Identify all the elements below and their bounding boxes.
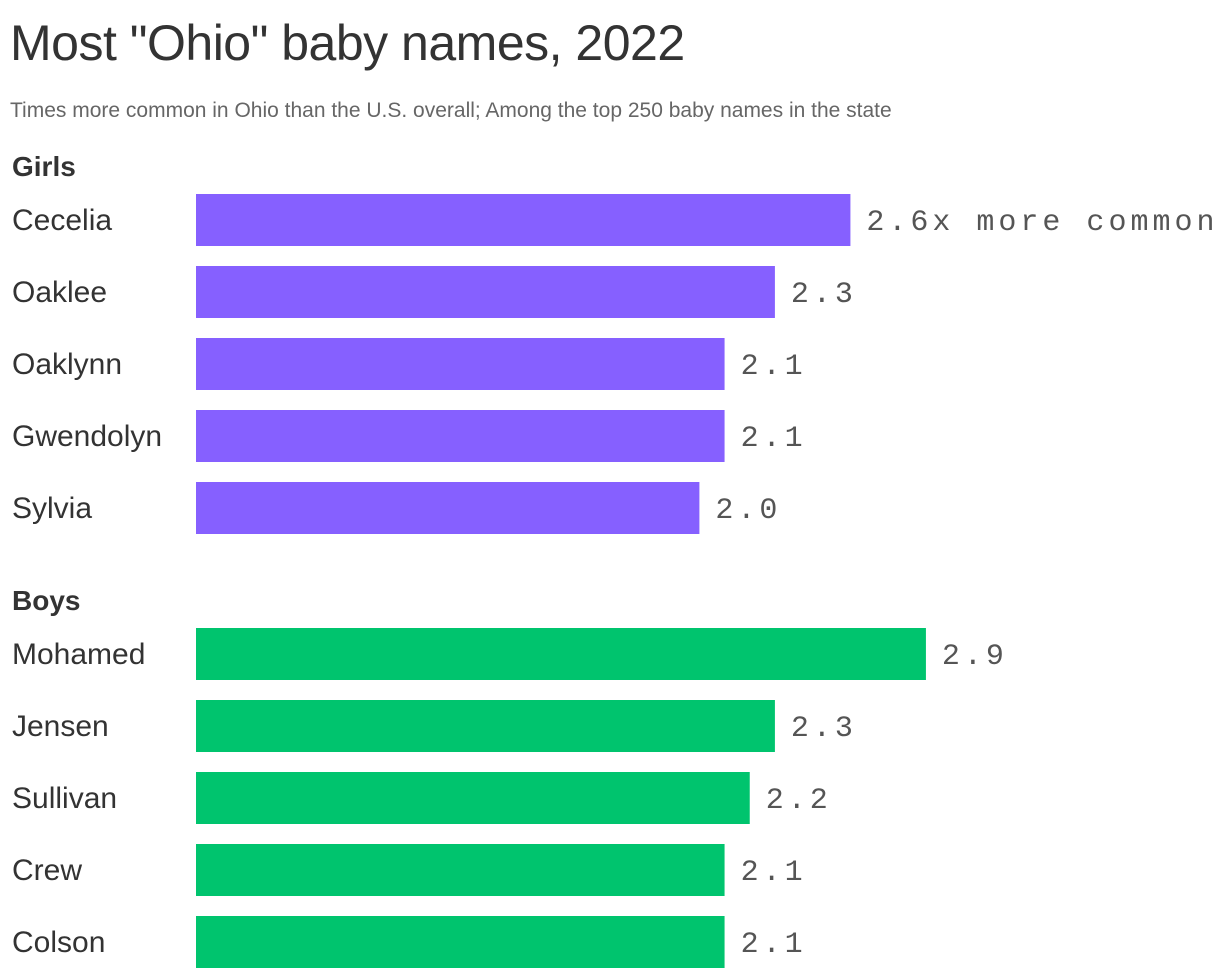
value-label: 2.3 [791,712,857,746]
category-label: Cecelia [12,204,112,237]
value-label: 2.1 [741,350,807,384]
value-label: 2.2 [766,784,832,818]
value-label: 2.3 [791,278,857,312]
bar-colson [196,916,725,968]
value-label: 2.9 [942,640,1008,674]
value-label: 2.0 [715,494,781,528]
category-label: Oaklynn [12,348,122,381]
bar-oaklynn [196,338,725,390]
group-label-boys: Boys [12,585,80,616]
category-label: Sylvia [12,492,92,525]
bar-sylvia [196,482,700,534]
bar-jensen [196,700,775,752]
bar-mohamed [196,628,926,680]
category-label: Colson [12,926,105,959]
category-label: Crew [12,854,82,887]
category-label: Mohamed [12,638,145,671]
value-label: 2.1 [741,856,807,890]
category-label: Gwendolyn [12,420,162,453]
bar-crew [196,844,725,896]
chart-title: Most "Ohio" baby names, 2022 [10,15,685,71]
bar-cecelia [196,194,851,246]
value-label: 2.1 [741,422,807,456]
value-label: 2.1 [741,928,807,962]
group-label-girls: Girls [12,151,76,182]
category-label: Oaklee [12,276,107,309]
category-label: Jensen [12,710,109,743]
bar-sullivan [196,772,750,824]
category-label: Sullivan [12,782,117,815]
bar-oaklee [196,266,775,318]
value-label: 2.6x more common [866,206,1218,240]
chart-subtitle: Times more common in Ohio than the U.S. … [10,99,892,122]
bar-gwendolyn [196,410,725,462]
